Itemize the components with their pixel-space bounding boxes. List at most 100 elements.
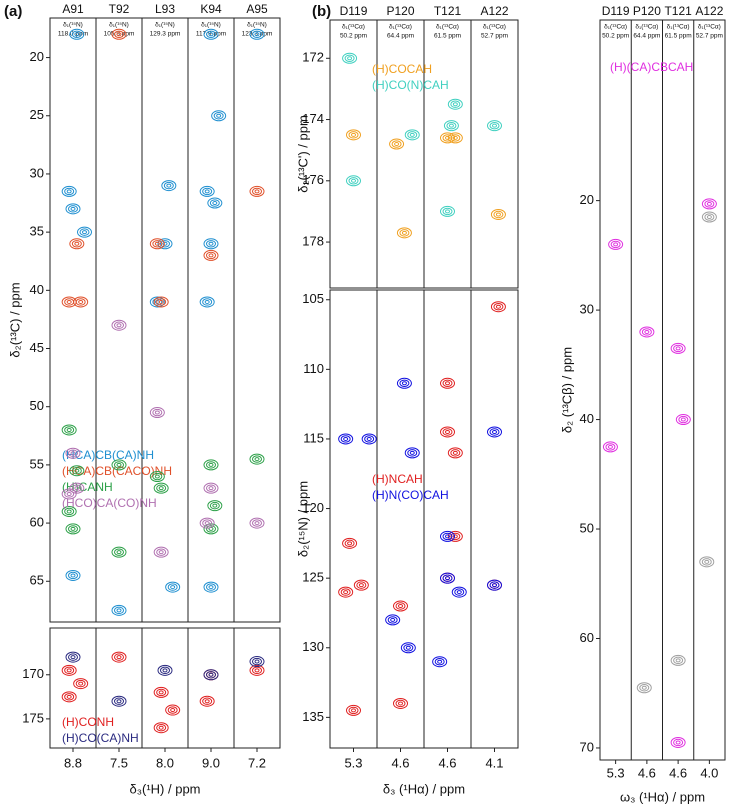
peak <box>602 441 618 453</box>
legend-entry: (H)CO(CA)NH <box>62 731 139 745</box>
contour <box>165 581 181 593</box>
peak <box>701 211 717 223</box>
contour <box>445 381 450 386</box>
x-tick-label: 9.0 <box>202 755 220 770</box>
contour <box>66 491 72 496</box>
peak <box>443 120 459 132</box>
contour <box>111 546 127 558</box>
contour <box>351 708 356 713</box>
contour <box>249 656 265 668</box>
contour <box>156 724 167 732</box>
contour <box>73 678 89 690</box>
contour <box>678 415 689 424</box>
legend-entry: (HCA)CB(CA)NH <box>62 448 154 462</box>
contour <box>358 583 364 588</box>
x-tick-label: 4.6 <box>638 765 656 780</box>
peak <box>153 686 169 698</box>
x-tick-label: 5.3 <box>607 765 625 780</box>
contour <box>342 52 358 64</box>
contour <box>445 135 450 140</box>
contour <box>114 321 124 329</box>
contour <box>446 121 457 130</box>
peak <box>389 138 405 150</box>
strip-header: δ₁(¹³Cα) <box>698 24 721 31</box>
contour <box>673 656 684 665</box>
contour <box>361 433 377 445</box>
contour <box>487 120 502 132</box>
peak <box>153 482 169 494</box>
residue-label: D119 <box>602 4 630 18</box>
contour <box>440 530 455 542</box>
peak <box>61 505 77 517</box>
contour <box>608 238 624 250</box>
peak <box>199 695 215 707</box>
residue-label: A91 <box>62 2 84 16</box>
contour <box>704 200 715 208</box>
peak <box>404 447 420 459</box>
contour <box>208 585 214 590</box>
contour <box>69 28 85 40</box>
contour <box>442 532 453 541</box>
peak <box>447 530 463 542</box>
contour <box>493 210 504 219</box>
contour <box>254 521 260 526</box>
contour <box>199 296 215 308</box>
x-tick-label: 4.1 <box>485 755 503 770</box>
strip-shift: 52.7 ppm <box>696 33 723 40</box>
contour <box>338 433 354 445</box>
contour <box>399 379 410 387</box>
contour <box>160 666 170 675</box>
strip-header: δ₁(¹³Cα) <box>436 24 459 31</box>
contour <box>199 695 215 707</box>
peak <box>157 238 173 250</box>
peak <box>61 691 77 703</box>
contour <box>440 377 455 389</box>
peak <box>639 326 655 338</box>
contour <box>452 534 458 539</box>
contour <box>156 298 167 306</box>
contour <box>452 102 458 107</box>
strip-header: δ₁(¹⁵N) <box>247 22 267 29</box>
panel-label: (b) <box>312 3 331 20</box>
peak <box>346 175 361 187</box>
contour <box>401 230 407 235</box>
contour <box>64 187 75 196</box>
peak <box>203 459 219 471</box>
contour <box>492 583 497 588</box>
contour <box>450 449 461 457</box>
peak <box>111 459 127 471</box>
contour <box>206 583 216 591</box>
contour <box>670 654 686 666</box>
contour <box>165 704 181 716</box>
contour <box>157 238 173 250</box>
contour <box>65 569 81 581</box>
x-tick-label: 7.5 <box>110 755 128 770</box>
contour <box>394 142 400 147</box>
peak <box>487 426 502 438</box>
peak <box>400 642 416 654</box>
contour <box>409 132 415 137</box>
contour <box>206 240 216 248</box>
contour <box>249 517 265 529</box>
contour <box>202 697 213 705</box>
contour <box>398 604 403 609</box>
contour <box>249 453 265 465</box>
contour <box>111 28 127 40</box>
contour <box>114 653 124 661</box>
contour <box>450 100 461 108</box>
contour <box>699 556 715 568</box>
contour <box>487 579 502 591</box>
contour <box>390 617 396 622</box>
peak <box>451 586 467 598</box>
peak <box>249 664 265 676</box>
peak <box>396 377 412 389</box>
contour <box>158 299 164 304</box>
legend-entry: (H)COCAH <box>372 62 432 76</box>
contour <box>61 424 77 436</box>
contour <box>344 54 355 62</box>
contour <box>610 240 621 249</box>
peak <box>207 197 223 209</box>
peak <box>165 581 181 593</box>
y-tick-label: 175 <box>22 710 44 725</box>
contour <box>157 664 173 676</box>
